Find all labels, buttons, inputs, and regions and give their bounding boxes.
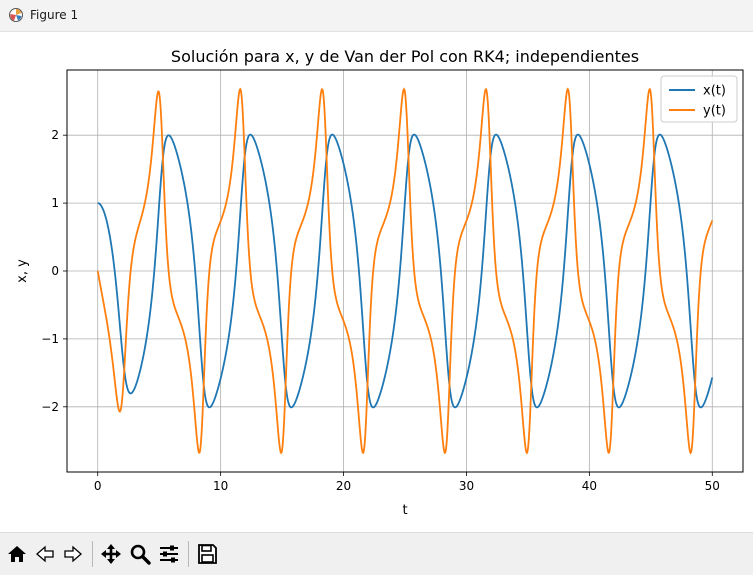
title-bar: Figure 1 <box>0 0 753 32</box>
x-axis-label: t <box>402 503 407 518</box>
y-axis-label: x, y <box>15 259 30 283</box>
pan-button[interactable] <box>98 541 124 567</box>
home-icon <box>6 543 28 565</box>
x-tick-label: 30 <box>459 479 474 493</box>
back-button[interactable] <box>32 541 58 567</box>
x-tick-label: 10 <box>213 479 228 493</box>
axis-ticks: 0 10 20 30 40 50 −2 −1 0 1 2 <box>41 128 720 493</box>
window-title: Figure 1 <box>30 8 78 22</box>
toolbar-separator <box>188 541 189 567</box>
zoom-icon <box>129 543 151 565</box>
x-tick-label: 40 <box>582 479 597 493</box>
zoom-button[interactable] <box>127 541 153 567</box>
chart: 0 10 20 30 40 50 −2 −1 0 1 2 Solución para x, y de… <box>0 32 753 532</box>
y-tick-label: −2 <box>41 400 59 414</box>
configure-subplots-icon <box>158 543 180 565</box>
configure-subplots-button[interactable] <box>156 541 182 567</box>
x-tick-label: 0 <box>94 479 102 493</box>
toolbar-separator <box>92 541 93 567</box>
y-tick-label: −1 <box>41 332 59 346</box>
x-tick-label: 20 <box>336 479 351 493</box>
save-button[interactable] <box>194 541 220 567</box>
legend: x(t) y(t) <box>661 76 737 122</box>
back-icon <box>34 543 56 565</box>
legend-label: x(t) <box>703 84 726 99</box>
save-icon <box>196 543 218 565</box>
y-tick-label: 2 <box>51 128 59 142</box>
forward-icon <box>62 543 84 565</box>
matplotlib-app-icon <box>8 7 24 23</box>
chart-title: Solución para x, y de Van der Pol con RK… <box>171 47 639 66</box>
x-tick-label: 50 <box>705 479 720 493</box>
legend-label: y(t) <box>703 104 726 119</box>
y-tick-label: 1 <box>51 196 59 210</box>
figure-canvas[interactable]: 0 10 20 30 40 50 −2 −1 0 1 2 Solución para x, y de… <box>0 32 753 532</box>
pan-icon <box>100 543 122 565</box>
navigation-toolbar <box>0 532 753 575</box>
y-tick-label: 0 <box>51 264 59 278</box>
forward-button[interactable] <box>60 541 86 567</box>
home-button[interactable] <box>4 541 30 567</box>
